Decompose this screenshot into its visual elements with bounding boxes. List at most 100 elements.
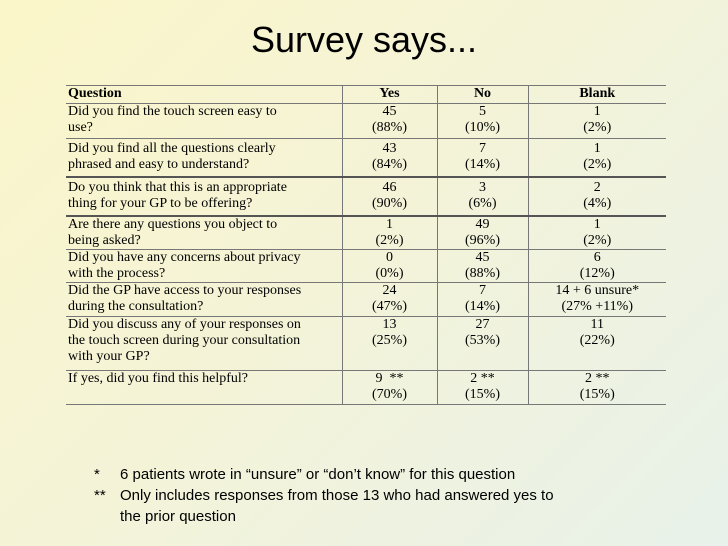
question-line: the touch screen during your consultatio… [68, 333, 301, 348]
table-row: Did you discuss any of your responses on… [66, 316, 666, 371]
yes-count: 1 [386, 217, 393, 232]
no-count: 3 [479, 180, 486, 195]
question-cell: Are there any questions you object to be… [66, 215, 343, 250]
yes-percent: (84%) [372, 157, 407, 172]
question-cell: Did the GP have access to your responses… [66, 282, 343, 317]
blank-percent: (2%) [583, 157, 612, 172]
question-cell: Did you discuss any of your responses on… [66, 316, 343, 371]
yes-percent: (0%) [375, 266, 404, 281]
footnotes: * 6 patients wrote in “unsure” or “don’t… [84, 464, 704, 527]
blank-cell: 2 (4%) [528, 176, 666, 217]
no-count: 7 [479, 141, 486, 156]
no-count: 7 [479, 283, 486, 299]
yes-cell: 43 (84%) [342, 138, 438, 178]
blank-count: 1 [593, 217, 601, 232]
no-count: 27 [475, 317, 490, 333]
no-count: 45 [475, 250, 490, 266]
yes-count: 45 [382, 104, 397, 120]
footnote-text: 6 patients wrote in “unsure” or “don’t k… [120, 466, 516, 483]
table-row: Did you find all the questions clearly p… [66, 138, 666, 178]
blank-percent: (2%) [583, 120, 612, 135]
survey-results-table: Question Yes No Blank Did you find the t… [66, 85, 666, 405]
question-line: Did you find all the questions clearly [68, 141, 276, 156]
no-percent: (14%) [465, 157, 500, 172]
blank-cell: 1 (2%) [528, 103, 666, 139]
blank-count: 1 [593, 141, 601, 156]
table-header-row: Question Yes No Blank [66, 85, 666, 104]
yes-count: 13 [382, 317, 397, 333]
yes-percent: (25%) [372, 333, 407, 348]
yes-cell: 1 (2%) [342, 215, 438, 250]
blank-percent: (27% +11%) [561, 299, 634, 314]
yes-cell: 13 (25%) [342, 316, 438, 371]
footnote-mark: ** [94, 487, 106, 504]
footnote-text: Only includes responses from those 13 wh… [120, 485, 704, 527]
table-row: Do you think that this is an appropriate… [66, 176, 666, 217]
blank-percent: (2%) [583, 233, 612, 248]
question-line: Do you think that this is an appropriate [68, 180, 287, 195]
question-line: use? [68, 120, 93, 135]
blank-count: 6 [593, 250, 601, 266]
footnote-mark: * [94, 466, 100, 483]
no-cell: 49 (96%) [437, 215, 529, 250]
no-cell: 7 (14%) [437, 138, 529, 178]
no-percent: (96%) [465, 233, 500, 248]
blank-cell: 2 ** (15%) [528, 370, 666, 405]
yes-cell: 24 (47%) [342, 282, 438, 317]
question-cell: Did you have any concerns about privacy … [66, 249, 343, 283]
blank-count: 11 [590, 317, 604, 333]
question-line: with your GP? [68, 349, 150, 364]
no-count: 5 [479, 104, 486, 120]
table-row: Did you find the touch screen easy to us… [66, 103, 666, 139]
yes-cell: 46 (90%) [342, 176, 438, 217]
footnote: * 6 patients wrote in “unsure” or “don’t… [84, 464, 704, 485]
blank-count: 1 [593, 104, 601, 120]
no-percent: (6%) [468, 196, 497, 211]
no-percent: (88%) [465, 266, 500, 281]
question-cell: Did you find the touch screen easy to us… [66, 103, 343, 139]
no-count: 49 [475, 217, 490, 232]
header-yes: Yes [342, 85, 438, 104]
blank-cell: 1 (2%) [528, 138, 666, 178]
question-cell: Do you think that this is an appropriate… [66, 176, 343, 217]
yes-cell: 9 ** (70%) [342, 370, 438, 405]
yes-percent: (90%) [372, 196, 407, 211]
question-line: Did you have any concerns about privacy [68, 250, 301, 266]
blank-percent: (22%) [579, 333, 615, 348]
no-cell: 45 (88%) [437, 249, 529, 283]
no-cell: 2 ** (15%) [437, 370, 529, 405]
footnote: ** Only includes responses from those 13… [84, 485, 704, 527]
no-percent: (53%) [465, 333, 500, 348]
no-cell: 5 (10%) [437, 103, 529, 139]
blank-count: 14 + 6 unsure* [555, 283, 640, 299]
blank-percent: (4%) [583, 196, 612, 211]
yes-count: 24 [382, 283, 397, 299]
table-row: Did you have any concerns about privacy … [66, 249, 666, 283]
table-row: Are there any questions you object to be… [66, 215, 666, 250]
no-cell: 7 (14%) [437, 282, 529, 317]
question-cell: If yes, did you find this helpful? [66, 370, 343, 405]
question-line: being asked? [68, 233, 141, 248]
footnote-line: Only includes responses from those 13 wh… [120, 487, 554, 504]
yes-count: 9 ** [375, 371, 404, 387]
blank-cell: 1 (2%) [528, 215, 666, 250]
yes-count: 43 [382, 141, 397, 156]
footnote-line: the prior question [120, 508, 236, 525]
table-row: If yes, did you find this helpful? 9 ** … [66, 370, 666, 405]
yes-cell: 45 (88%) [342, 103, 438, 139]
blank-cell: 6 (12%) [528, 249, 666, 283]
no-percent: (15%) [465, 387, 500, 402]
yes-percent: (88%) [372, 120, 407, 135]
blank-percent: (12%) [579, 266, 615, 281]
question-line: with the process? [68, 266, 166, 281]
header-no: No [437, 85, 529, 104]
blank-percent: (15%) [579, 387, 615, 402]
yes-percent: (47%) [372, 299, 407, 314]
question-line: during the consultation? [68, 299, 204, 314]
question-line: thing for your GP to be offering? [68, 196, 253, 211]
blank-count: 2 ** [585, 371, 610, 387]
no-percent: (14%) [465, 299, 500, 314]
question-line: If yes, did you find this helpful? [68, 371, 249, 387]
blank-count: 2 [593, 180, 601, 195]
question-line: Did you discuss any of your responses on [68, 317, 301, 333]
